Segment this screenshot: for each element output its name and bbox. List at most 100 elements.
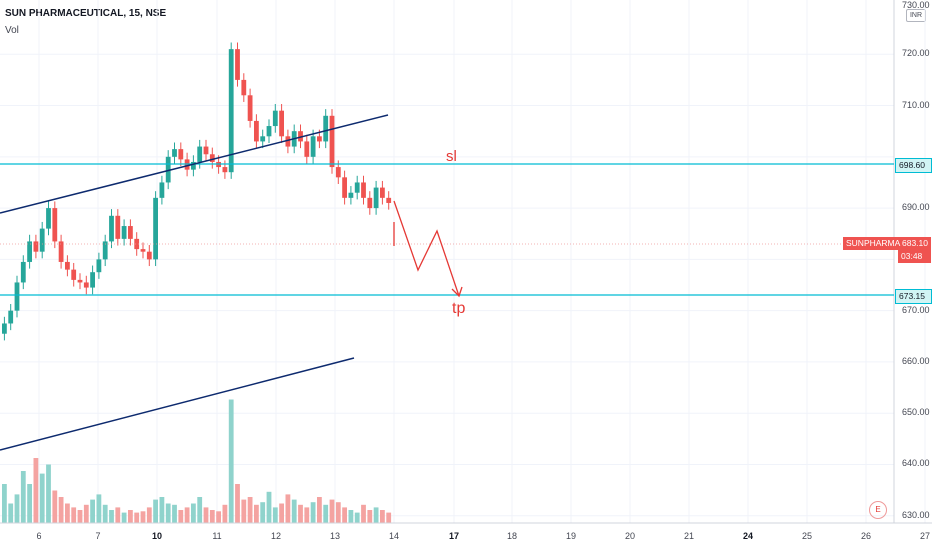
volume-bar xyxy=(323,504,329,523)
candle xyxy=(342,177,347,198)
candle xyxy=(298,131,303,142)
sl-price-tag: 698.60 xyxy=(895,158,932,173)
candle xyxy=(203,146,209,155)
candle xyxy=(8,310,14,324)
volume-bar xyxy=(52,490,58,523)
volume-bar xyxy=(27,484,32,523)
candle xyxy=(323,115,329,142)
volume-bar xyxy=(235,484,240,523)
earnings-badge[interactable]: E xyxy=(869,501,887,519)
candle xyxy=(254,120,259,142)
volume-bar xyxy=(348,510,354,523)
volume-bar xyxy=(58,497,64,523)
volume-bar xyxy=(216,511,221,523)
candle xyxy=(247,95,253,121)
candle xyxy=(20,261,26,283)
volume-bar xyxy=(386,512,392,523)
volume-bar xyxy=(96,494,102,523)
candle xyxy=(235,49,240,80)
candle xyxy=(14,282,20,311)
volume-bar xyxy=(380,510,385,523)
candle xyxy=(197,146,203,162)
time-tick-label: 14 xyxy=(388,531,399,541)
candles xyxy=(2,42,392,341)
volume-bar xyxy=(228,399,234,523)
chart-symbol-title[interactable]: SUN PHARMACEUTICAL, 15, NSE xyxy=(5,8,167,19)
volume-bar xyxy=(102,504,108,523)
last-price-tag[interactable]: SUNPHARMA 683.10 xyxy=(843,237,931,250)
volume-bar xyxy=(134,512,140,523)
candle xyxy=(354,182,360,193)
candle xyxy=(165,156,171,183)
time-tick-label: 13 xyxy=(329,531,340,541)
volume-bar xyxy=(90,499,95,523)
volume-bar xyxy=(83,504,89,523)
candle xyxy=(172,149,177,157)
time-tick-label: 12 xyxy=(270,531,281,541)
candle xyxy=(46,208,51,229)
volume-bar xyxy=(33,458,39,523)
candle xyxy=(52,208,58,242)
candle xyxy=(140,249,146,252)
candle xyxy=(128,226,133,239)
volume-indicator-label[interactable]: Vol xyxy=(5,25,19,36)
candle xyxy=(222,167,228,173)
candle xyxy=(367,197,373,209)
candle xyxy=(83,282,89,288)
time-tick-label: 25 xyxy=(801,531,812,541)
time-tick-label: 10 xyxy=(151,531,162,541)
candle xyxy=(209,154,215,162)
price-tick-label: 670.00 xyxy=(902,304,930,315)
candle xyxy=(266,126,272,137)
volume-bar xyxy=(140,511,146,523)
candle xyxy=(65,261,70,270)
volume-bar xyxy=(241,499,247,523)
candle xyxy=(90,272,95,288)
volume-bar xyxy=(153,499,158,523)
price-tick-label: 720.00 xyxy=(902,48,930,59)
price-tick-label: 690.00 xyxy=(902,202,930,213)
volume-bar xyxy=(266,491,272,523)
volume-bar xyxy=(335,502,341,523)
volume-bar xyxy=(109,510,114,523)
volume-bar xyxy=(8,503,14,523)
candle xyxy=(361,182,366,198)
volume-bar xyxy=(77,510,83,523)
volume-bar xyxy=(310,502,316,523)
candle xyxy=(115,215,121,239)
candle xyxy=(348,192,354,198)
volume-bar xyxy=(254,504,259,523)
time-tick-label: 20 xyxy=(624,531,635,541)
tp-annotation[interactable]: tp xyxy=(452,300,466,317)
volume-bar xyxy=(279,503,284,523)
time-tick-label: 24 xyxy=(742,531,753,541)
volume-bar xyxy=(367,510,373,523)
volume-bar xyxy=(373,507,379,523)
projected-path xyxy=(393,200,460,297)
last-price-value: 683.10 xyxy=(902,238,928,248)
volume-bar xyxy=(128,510,133,523)
volume-bar xyxy=(178,510,184,523)
candle xyxy=(33,241,39,252)
volume-bar xyxy=(285,494,291,523)
time-tick-label: 18 xyxy=(506,531,517,541)
time-tick-label: 27 xyxy=(919,531,930,541)
candle xyxy=(272,110,278,127)
volume-bar xyxy=(209,510,215,523)
candle xyxy=(146,251,152,260)
candle xyxy=(39,228,45,252)
candle xyxy=(102,241,108,260)
time-tick-label: 19 xyxy=(565,531,576,541)
candle xyxy=(285,136,291,147)
candle xyxy=(153,197,158,260)
time-tick-label: 6 xyxy=(36,531,42,541)
volume-bar xyxy=(304,507,310,523)
candle xyxy=(121,226,127,239)
candle xyxy=(241,79,247,96)
volume-bar xyxy=(197,497,203,523)
candle xyxy=(191,161,196,170)
sl-annotation[interactable]: sl xyxy=(446,148,457,165)
volume-bar xyxy=(184,507,190,523)
candle xyxy=(159,182,165,198)
